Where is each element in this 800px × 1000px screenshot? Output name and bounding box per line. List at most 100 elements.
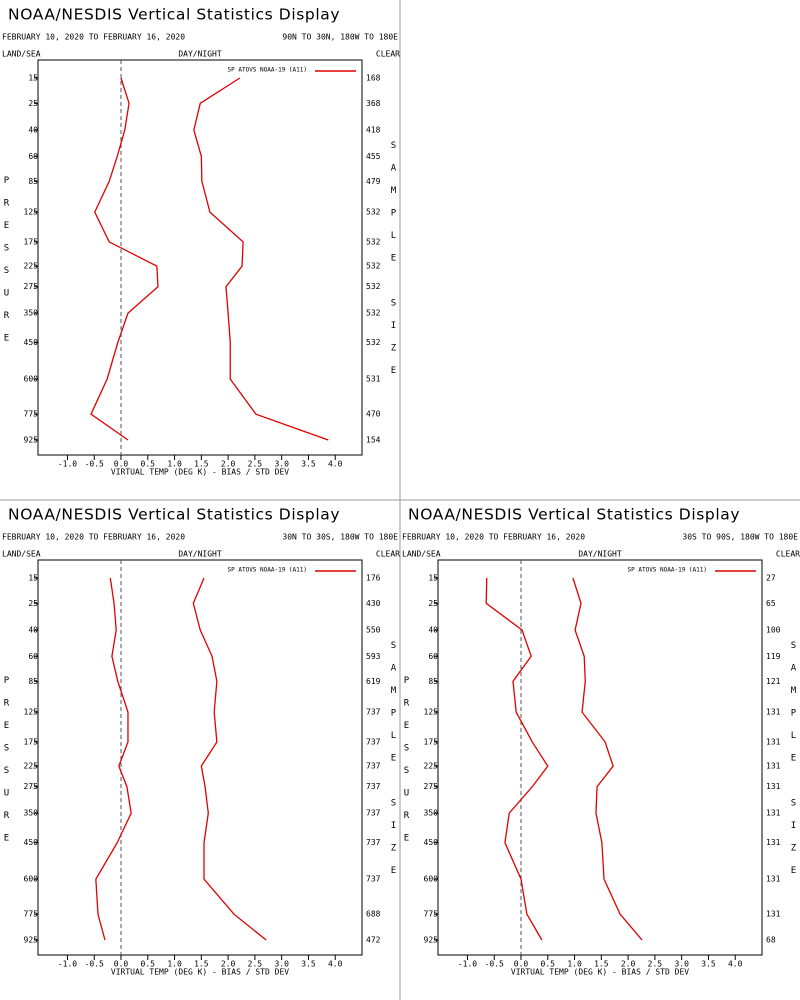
y-tick-label: 175 <box>24 237 39 246</box>
y-tick-label: 175 <box>424 737 439 746</box>
x-tick-label: 4.0 <box>328 960 343 969</box>
y-tick-label: 225 <box>424 762 439 771</box>
y-tick-label: 350 <box>24 309 39 318</box>
sample-size: 131 <box>766 762 781 771</box>
sample-size: 472 <box>366 936 381 945</box>
sample-size: 418 <box>366 126 381 135</box>
x-tick-label: 3.5 <box>301 960 316 969</box>
sample-size: 65 <box>766 599 776 608</box>
sample-size: 737 <box>366 782 381 791</box>
region: 30S TO 90S, 180W TO 180E <box>682 533 798 542</box>
y-tick-label: 15 <box>428 574 438 583</box>
legend-label: SP ATOVS NOAA-19 (A11) <box>228 567 307 574</box>
profile-line <box>90 77 159 441</box>
x-tick-label: 1.0 <box>167 460 182 469</box>
y-tick-label: 125 <box>24 708 39 717</box>
region: 90N TO 30N, 180W TO 180E <box>282 33 398 42</box>
sample-size: 455 <box>366 152 381 161</box>
sample-size: 531 <box>366 375 381 384</box>
y-tick-label: 275 <box>24 782 39 791</box>
sample-size: 68 <box>766 936 776 945</box>
sample-size: 121 <box>766 677 781 686</box>
y-tick-label: 60 <box>28 152 38 161</box>
x-tick-label: 3.5 <box>301 460 316 469</box>
y-tick-label: 25 <box>428 599 438 608</box>
y-label: PRESSURE <box>2 676 12 856</box>
sample-size: 532 <box>366 237 381 246</box>
y-tick-label: 25 <box>28 99 38 108</box>
y-tick-label: 450 <box>424 838 439 847</box>
x-tick-label: 2.0 <box>221 460 236 469</box>
x-tick-label: 0.5 <box>141 460 156 469</box>
y-tick-label: 350 <box>424 809 439 818</box>
x-tick-label: 0.5 <box>541 960 556 969</box>
x-tick-label: 4.0 <box>328 460 343 469</box>
sample-size: 737 <box>366 708 381 717</box>
land-sea: LAND/SEA <box>2 50 41 59</box>
sample-size: 688 <box>366 910 381 919</box>
x-tick-label: 2.0 <box>621 960 636 969</box>
sample-size: 27 <box>766 574 776 583</box>
land-sea: LAND/SEA <box>2 550 41 559</box>
x-tick-label: 0.0 <box>114 460 129 469</box>
sample-size: 737 <box>366 809 381 818</box>
chart-title: NOAA/NESDIS Vertical Statistics Display <box>408 506 740 524</box>
date-range: FEBRUARY 10, 2020 TO FEBRUARY 16, 2020 <box>2 33 185 42</box>
y-tick-label: 15 <box>28 74 38 83</box>
y-tick-label: 775 <box>24 410 39 419</box>
panel: NOAA/NESDIS Vertical Statistics Display F… <box>2 6 401 477</box>
y-tick-label: 600 <box>424 875 439 884</box>
y-tick-label: 775 <box>24 910 39 919</box>
sample-size: 593 <box>366 652 381 661</box>
x-tick-label: 1.5 <box>194 960 209 969</box>
sample-size: 131 <box>766 809 781 818</box>
y-tick-label: 925 <box>24 936 39 945</box>
x-tick-label: 0.0 <box>114 960 129 969</box>
y-tick-label: 40 <box>28 126 38 135</box>
day-night: DAY/NIGHT <box>178 50 222 59</box>
clear: CLEAR <box>376 50 400 59</box>
region: 30N TO 30S, 180W TO 180E <box>282 533 398 542</box>
sample-size: 532 <box>366 282 381 291</box>
x-tick-label: -0.5 <box>85 460 104 469</box>
x-tick-label: 2.0 <box>221 960 236 969</box>
sample-size: 131 <box>766 838 781 847</box>
sample-size: 131 <box>766 782 781 791</box>
y2-label: SAMPLE SIZE <box>389 141 399 389</box>
sample-size: 470 <box>366 410 381 419</box>
y-tick-label: 225 <box>24 262 39 271</box>
day-night: DAY/NIGHT <box>578 550 622 559</box>
profile-line <box>485 577 549 941</box>
y-tick-label: 450 <box>24 838 39 847</box>
chart-title: NOAA/NESDIS Vertical Statistics Display <box>8 6 340 24</box>
x-tick-label: 3.0 <box>274 960 289 969</box>
date-range: FEBRUARY 10, 2020 TO FEBRUARY 16, 2020 <box>402 533 585 542</box>
y-tick-label: 85 <box>428 677 438 686</box>
profile-line <box>95 577 132 941</box>
y-tick-label: 600 <box>24 375 39 384</box>
sample-size: 176 <box>366 574 381 583</box>
sample-size: 131 <box>766 875 781 884</box>
x-tick-label: -1.0 <box>58 460 77 469</box>
x-tick-label: 0.0 <box>514 960 529 969</box>
sample-size: 131 <box>766 708 781 717</box>
sample-size: 532 <box>366 262 381 271</box>
profile-line <box>192 577 267 941</box>
x-tick-label: 2.5 <box>248 960 263 969</box>
y-tick-label: 350 <box>24 809 39 818</box>
y2-label: SAMPLE SIZE <box>789 641 799 889</box>
x-tick-label: 2.5 <box>648 960 663 969</box>
x-label: VIRTUAL TEMP (DEG K) - BIAS / STD DEV <box>111 968 289 977</box>
y2-label: SAMPLE SIZE <box>389 641 399 889</box>
sample-size: 532 <box>366 338 381 347</box>
sample-size: 119 <box>766 652 781 661</box>
y-tick-label: 125 <box>424 708 439 717</box>
sample-size: 100 <box>766 626 781 635</box>
sample-size: 131 <box>766 910 781 919</box>
y-tick-label: 225 <box>24 762 39 771</box>
sample-size: 368 <box>366 99 381 108</box>
sample-size: 737 <box>366 875 381 884</box>
x-tick-label: 1.0 <box>167 960 182 969</box>
sample-size: 154 <box>366 436 381 445</box>
